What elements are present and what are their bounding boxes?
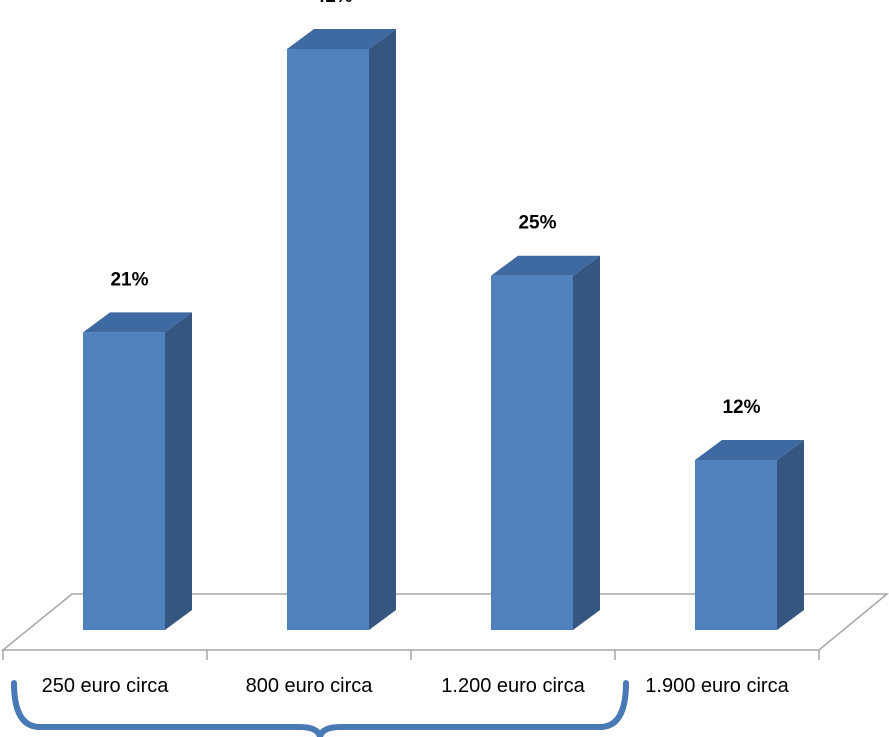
bar-front-face [491, 275, 573, 630]
bar-front-face [695, 459, 777, 630]
bar-top-face [287, 29, 396, 49]
data-labels: 21% 41% 25% 12% [110, 0, 760, 418]
category-bracket [11, 680, 629, 737]
category-axis-labels: 250 euro circa 800 euro circa 1.200 euro c… [42, 675, 790, 697]
bar-top-face [695, 439, 804, 460]
curly-brace [11, 680, 629, 737]
bar [83, 312, 192, 630]
bar-side-face [573, 255, 600, 631]
bar-front-face [83, 332, 165, 630]
data-label: 21% [110, 269, 148, 290]
bar-series [83, 29, 804, 631]
bar-top-face [491, 255, 600, 276]
category-label: 1.900 euro circa [645, 675, 789, 697]
data-label: 41% [314, 0, 352, 7]
category-label: 800 euro circa [246, 675, 374, 697]
bar-side-face [777, 439, 804, 630]
category-label: 250 euro circa [42, 675, 170, 697]
bar-side-face [369, 29, 396, 630]
bar [287, 29, 396, 630]
bar-front-face [287, 49, 369, 630]
bar-top-face [83, 312, 192, 333]
bar [491, 255, 600, 631]
data-label: 25% [518, 213, 556, 234]
chart-floor [0, 593, 889, 660]
floor-plane [0, 593, 889, 651]
category-label: 1.200 euro circa [441, 675, 585, 697]
bar [695, 439, 804, 630]
bar-side-face [165, 312, 192, 630]
data-label: 12% [722, 397, 760, 418]
